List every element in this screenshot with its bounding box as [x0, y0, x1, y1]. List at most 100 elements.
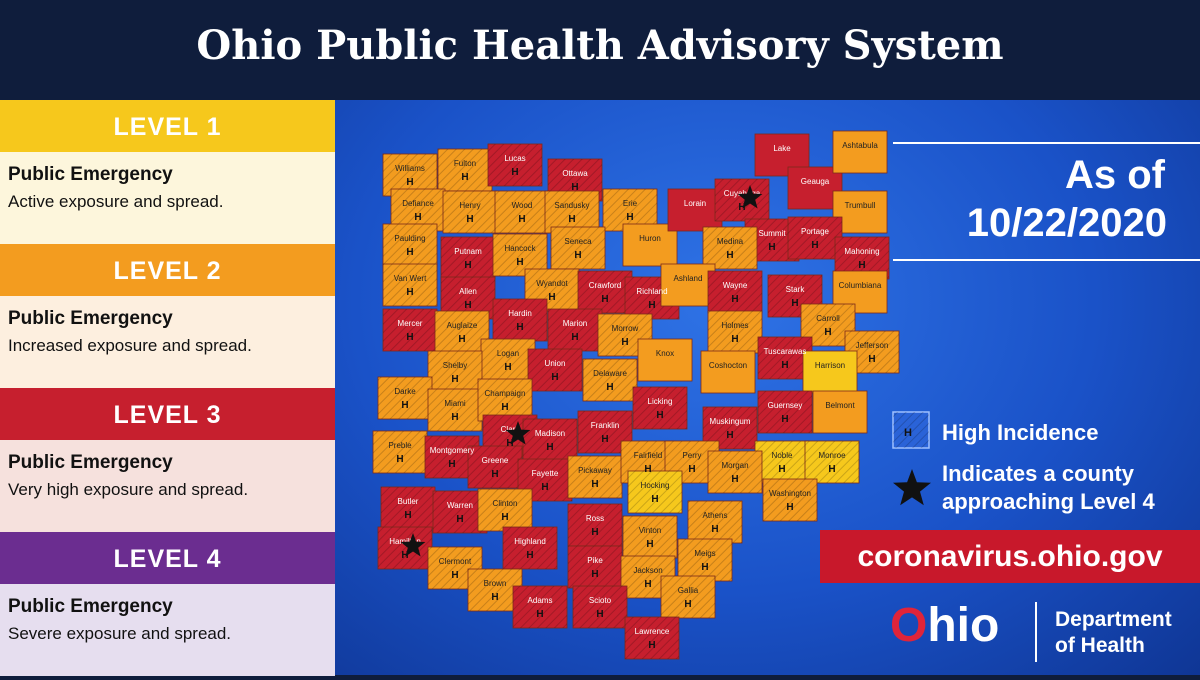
county-h: H: [701, 562, 708, 573]
county-h: H: [518, 214, 525, 225]
county-h: H: [401, 550, 408, 561]
county-name: Delaware: [593, 369, 627, 378]
county-name: Union: [545, 359, 566, 368]
county-name: Clermont: [439, 557, 472, 566]
county-h: H: [574, 250, 581, 261]
county-h: H: [451, 570, 458, 581]
county-h: H: [811, 240, 818, 251]
county-name: Fayette: [532, 469, 559, 478]
website: coronavirus.ohio.gov: [820, 530, 1200, 583]
county-name: Henry: [459, 201, 480, 210]
county-name: Summit: [758, 229, 786, 238]
county-h: H: [461, 172, 468, 183]
county-h: H: [738, 202, 745, 213]
county-star: [737, 185, 763, 209]
county-name: Athens: [703, 511, 728, 520]
county-name: Miami: [444, 399, 466, 408]
county-hatch: [478, 379, 532, 421]
county-name: Coshocton: [709, 361, 747, 370]
county: [832, 130, 888, 174]
county-h: H: [414, 212, 421, 223]
logo-name: Ohio: [890, 599, 1000, 652]
county-name: Clinton: [493, 499, 518, 508]
county-h: H: [451, 412, 458, 423]
county-name: Logan: [497, 349, 519, 358]
county-h: H: [548, 292, 555, 303]
county-hatch: [788, 217, 842, 259]
county-name: Harrison: [815, 361, 845, 370]
county-name: Geauga: [801, 177, 830, 186]
county-h: H: [778, 464, 785, 475]
county-name: Sandusky: [554, 201, 589, 210]
level-body: Public Emergency Severe exposure and spre…: [0, 584, 335, 676]
county-name: Preble: [388, 441, 412, 450]
county-h: H: [648, 300, 655, 311]
county-h: H: [536, 609, 543, 620]
county-hatch: [678, 539, 732, 581]
county-name: Hardin: [508, 309, 532, 318]
county-name: Lorain: [684, 199, 706, 208]
county-hatch: [503, 527, 557, 569]
level-description: Increased exposure and spread.: [8, 336, 252, 355]
county-hatch: [548, 309, 602, 351]
county-hatch: [551, 227, 605, 269]
county-h: H: [688, 464, 695, 475]
county-h: H: [858, 260, 865, 271]
county-name: Allen: [459, 287, 477, 296]
county-hatch: [758, 391, 812, 433]
county-name: Fulton: [454, 159, 476, 168]
header: Ohio Public Health Advisory System: [0, 0, 1200, 100]
county-hatch: [573, 586, 627, 628]
county-hatch: [438, 149, 492, 191]
county-name: Ross: [586, 514, 604, 523]
county-h: H: [458, 334, 465, 345]
county-name: Washington: [769, 489, 811, 498]
county-name: Carroll: [816, 314, 840, 323]
county-h: H: [591, 569, 598, 580]
county-name: Licking: [648, 397, 673, 406]
county-h: H: [511, 167, 518, 178]
county-name: Belmont: [825, 401, 855, 410]
level-status: Public Emergency: [8, 452, 173, 473]
county-name: Marion: [563, 319, 587, 328]
county-name: Morrow: [612, 324, 639, 333]
map-panel: As of 10/22/2020 H High Incidence Willia…: [335, 100, 1200, 675]
county-name: Lake: [773, 144, 791, 153]
county-name: Fairfield: [634, 451, 662, 460]
county-name: Franklin: [591, 421, 619, 430]
county-name: Butler: [398, 497, 419, 506]
county-h: H: [711, 524, 718, 535]
level-description: Severe exposure and spread.: [8, 624, 232, 643]
county-h: H: [648, 640, 655, 651]
county-hatch: [441, 237, 495, 279]
county-hatch: [763, 479, 817, 521]
county-name: Muskingum: [710, 417, 751, 426]
county-h: H: [526, 550, 533, 561]
county-hatch: [688, 501, 742, 543]
county-name: Ottawa: [562, 169, 588, 178]
county-hatch: [383, 224, 437, 266]
county-hatch: [578, 271, 632, 313]
county-h: H: [726, 430, 733, 441]
county-name: Putnam: [454, 247, 482, 256]
county-h: H: [621, 337, 628, 348]
county-h: H: [596, 609, 603, 620]
county-name: Erie: [623, 199, 638, 208]
county-h: H: [501, 512, 508, 523]
county-hatch: [435, 311, 489, 353]
county-h: H: [601, 294, 608, 305]
county-name: Greene: [482, 456, 509, 465]
county-hatch: [513, 586, 567, 628]
level-body: Public Emergency Active exposure and spre…: [0, 152, 335, 244]
level-label: LEVEL 4: [0, 532, 335, 584]
legend-star: [893, 469, 931, 506]
county-h: H: [491, 592, 498, 603]
county-name: Paulding: [394, 234, 425, 243]
county-name: Monroe: [818, 451, 846, 460]
county-hatch: [443, 191, 497, 233]
county-star: [400, 533, 426, 557]
county-h: H: [404, 510, 411, 521]
county-hatch: [468, 446, 522, 488]
county-hatch: [378, 527, 432, 569]
county-h: H: [464, 300, 471, 311]
